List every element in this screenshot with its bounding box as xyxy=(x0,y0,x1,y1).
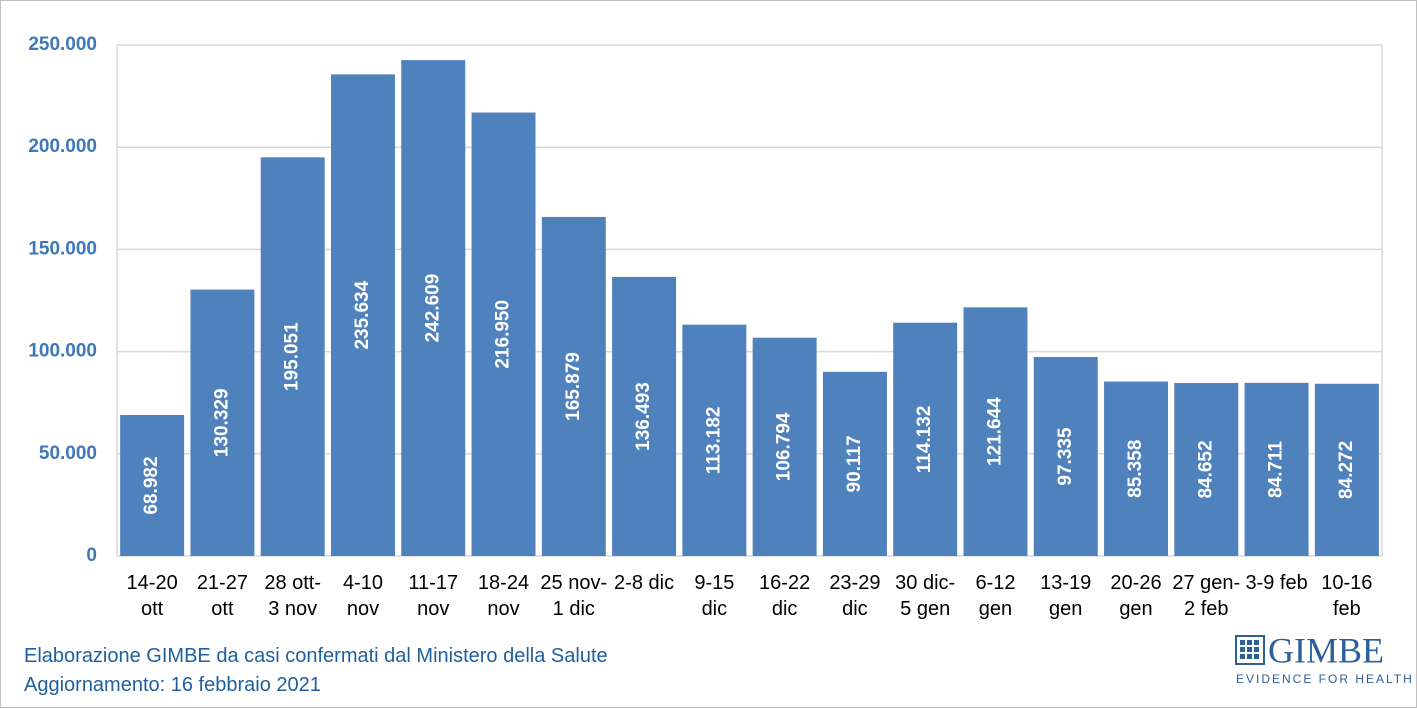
x-tick-label: 11-17 nov xyxy=(408,572,459,620)
update-note: Aggiornamento: 16 febbraio 2021 xyxy=(24,674,321,696)
value-label: 195.051 xyxy=(282,322,303,391)
x-tick-label: 2-8 dic xyxy=(614,572,675,594)
bar xyxy=(541,216,606,556)
value-label: 68.982 xyxy=(141,456,162,514)
x-tick-label: 18-24 nov xyxy=(477,572,530,620)
logo-icon xyxy=(1235,635,1265,665)
value-label: 216.950 xyxy=(493,300,514,369)
bar xyxy=(1314,383,1379,556)
value-label: 90.117 xyxy=(844,435,865,492)
x-tick-label: 16-22 dic xyxy=(759,572,811,620)
bar xyxy=(190,289,255,556)
value-label: 84.711 xyxy=(1266,440,1287,497)
bar xyxy=(963,307,1028,556)
bar xyxy=(120,415,185,556)
value-label: 235.634 xyxy=(352,280,373,349)
value-label: 97.335 xyxy=(1055,427,1076,486)
bar xyxy=(612,277,677,556)
x-tick-label: 14-20 ott xyxy=(126,572,178,620)
value-label: 84.272 xyxy=(1336,441,1357,499)
bar xyxy=(260,157,325,557)
x-tick-label: 21-27 ott xyxy=(196,572,248,620)
bar xyxy=(1174,382,1239,556)
bar xyxy=(752,337,817,556)
value-label: 85.358 xyxy=(1125,440,1146,498)
value-label: 136.493 xyxy=(633,382,654,451)
y-tick-label: 250.000 xyxy=(28,34,97,55)
value-label: 84.652 xyxy=(1195,440,1216,498)
bar xyxy=(822,371,887,556)
bar xyxy=(1104,381,1169,556)
x-tick-label: 3-9 feb xyxy=(1245,572,1308,594)
y-tick-label: 0 xyxy=(86,545,97,566)
value-label: 113.182 xyxy=(703,407,724,475)
y-tick-label: 150.000 xyxy=(28,238,97,259)
value-label: 114.132 xyxy=(914,406,935,474)
bar xyxy=(401,60,466,556)
x-tick-label: 30 dic- 5 gen xyxy=(895,572,956,620)
y-tick-label: 200.000 xyxy=(28,136,97,157)
bar xyxy=(893,322,958,556)
bar xyxy=(471,112,536,556)
y-tick-label: 50.000 xyxy=(39,443,97,464)
bar xyxy=(1033,357,1098,556)
logo-tagline: EVIDENCE FOR HEALTH xyxy=(1236,672,1414,686)
x-tick-label: 28 ott- 3 nov xyxy=(264,572,322,620)
x-tick-label: 6-12 gen xyxy=(975,572,1016,620)
value-label: 106.794 xyxy=(774,412,795,481)
bar xyxy=(1244,382,1309,556)
bar xyxy=(330,74,395,556)
value-label: 130.329 xyxy=(211,388,232,457)
y-tick-label: 100.000 xyxy=(28,341,97,362)
x-tick-label: 25 nov- 1 dic xyxy=(540,572,608,620)
bar xyxy=(682,324,747,556)
x-tick-label: 10-16 feb xyxy=(1321,572,1373,620)
x-tick-label: 4-10 nov xyxy=(342,572,383,620)
x-tick-label: 9-15 dic xyxy=(694,572,735,620)
source-note: Elaborazione GIMBE da casi confermati da… xyxy=(24,645,608,667)
x-tick-label: 23-29 dic xyxy=(829,572,881,620)
value-label: 121.644 xyxy=(984,397,1005,466)
value-label: 165.879 xyxy=(563,352,584,421)
value-label: 242.609 xyxy=(422,274,443,343)
x-tick-label: 20-26 gen xyxy=(1110,572,1162,620)
x-tick-label: 13-19 gen xyxy=(1040,572,1092,620)
x-tick-label: 27 gen- 2 feb xyxy=(1172,572,1241,620)
logo-name: GIMBE xyxy=(1268,630,1384,670)
